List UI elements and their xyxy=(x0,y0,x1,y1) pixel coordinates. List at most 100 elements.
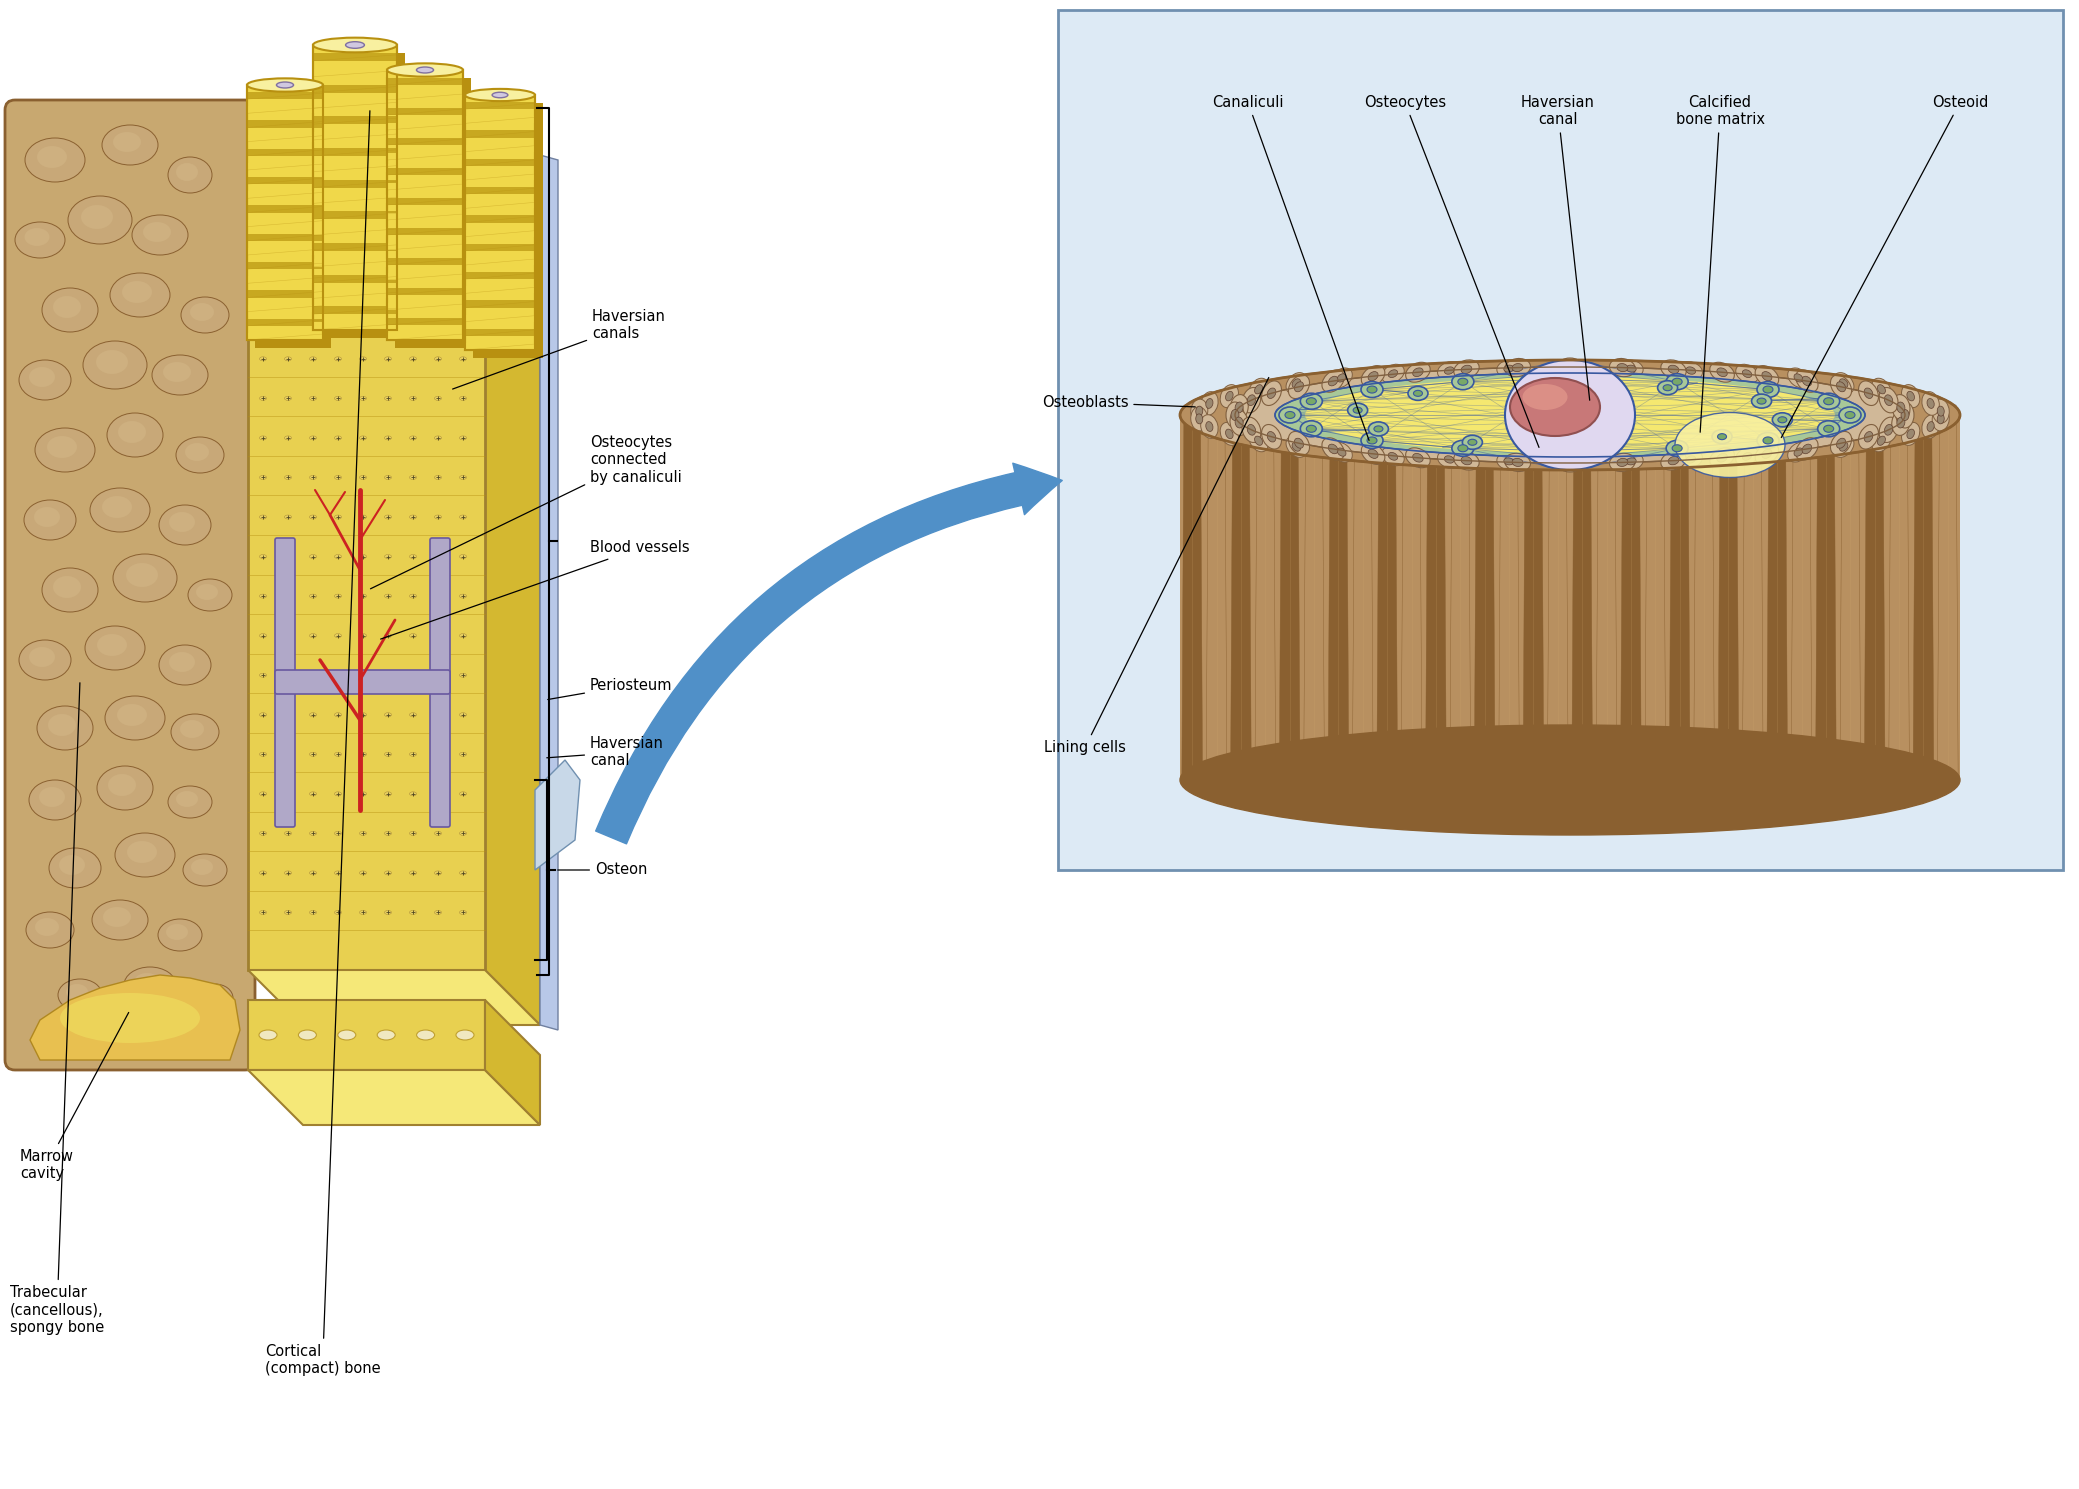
Ellipse shape xyxy=(1462,365,1472,374)
Ellipse shape xyxy=(459,554,466,558)
Ellipse shape xyxy=(1778,417,1786,423)
Ellipse shape xyxy=(1796,369,1817,392)
Ellipse shape xyxy=(335,396,341,401)
Ellipse shape xyxy=(1686,366,1696,374)
Ellipse shape xyxy=(410,357,416,360)
Ellipse shape xyxy=(285,198,291,203)
Ellipse shape xyxy=(385,238,391,243)
Polygon shape xyxy=(314,54,397,61)
FancyBboxPatch shape xyxy=(430,538,449,826)
Ellipse shape xyxy=(1249,430,1268,451)
Ellipse shape xyxy=(435,317,441,322)
Ellipse shape xyxy=(1268,389,1277,399)
Ellipse shape xyxy=(335,317,341,322)
Polygon shape xyxy=(314,274,397,283)
Ellipse shape xyxy=(1453,451,1478,471)
Ellipse shape xyxy=(1437,451,1462,469)
Ellipse shape xyxy=(1254,436,1262,445)
Polygon shape xyxy=(387,243,464,250)
Ellipse shape xyxy=(1565,459,1576,466)
Ellipse shape xyxy=(181,721,204,739)
Ellipse shape xyxy=(1830,375,1852,399)
Polygon shape xyxy=(314,243,397,250)
Ellipse shape xyxy=(285,673,291,677)
Polygon shape xyxy=(466,342,534,350)
Ellipse shape xyxy=(60,993,200,1042)
Ellipse shape xyxy=(1755,366,1780,387)
Ellipse shape xyxy=(1667,457,1680,465)
Ellipse shape xyxy=(37,146,67,168)
Polygon shape xyxy=(1792,405,1813,780)
Ellipse shape xyxy=(1565,459,1576,468)
Ellipse shape xyxy=(1657,381,1678,395)
Ellipse shape xyxy=(1763,436,1773,444)
Ellipse shape xyxy=(98,634,127,657)
Ellipse shape xyxy=(410,634,416,637)
Ellipse shape xyxy=(116,704,148,727)
Ellipse shape xyxy=(1462,457,1472,465)
Ellipse shape xyxy=(385,159,391,164)
Ellipse shape xyxy=(1788,442,1809,462)
Ellipse shape xyxy=(1337,374,1345,383)
Ellipse shape xyxy=(335,792,341,795)
Ellipse shape xyxy=(247,79,322,92)
Polygon shape xyxy=(247,969,541,1024)
Ellipse shape xyxy=(335,238,341,243)
Ellipse shape xyxy=(1709,448,1734,468)
Ellipse shape xyxy=(1900,409,1909,420)
Ellipse shape xyxy=(52,296,81,319)
Ellipse shape xyxy=(335,752,341,756)
Polygon shape xyxy=(466,131,534,137)
Ellipse shape xyxy=(410,752,416,756)
Polygon shape xyxy=(1620,405,1640,780)
Ellipse shape xyxy=(183,855,227,886)
Ellipse shape xyxy=(1711,430,1732,444)
Polygon shape xyxy=(466,95,534,350)
Ellipse shape xyxy=(360,554,366,558)
Ellipse shape xyxy=(360,119,366,124)
Ellipse shape xyxy=(260,159,266,164)
Ellipse shape xyxy=(1761,372,1771,381)
Ellipse shape xyxy=(285,357,291,360)
Polygon shape xyxy=(1474,405,1495,780)
Ellipse shape xyxy=(435,871,441,876)
Ellipse shape xyxy=(1268,432,1277,442)
Ellipse shape xyxy=(85,625,146,670)
Polygon shape xyxy=(314,322,397,331)
Ellipse shape xyxy=(1285,411,1295,418)
Polygon shape xyxy=(387,198,464,205)
Polygon shape xyxy=(466,144,534,152)
Ellipse shape xyxy=(459,159,466,164)
Ellipse shape xyxy=(459,436,466,439)
Ellipse shape xyxy=(1457,378,1468,386)
Ellipse shape xyxy=(1526,378,1547,392)
Ellipse shape xyxy=(1757,398,1765,404)
Ellipse shape xyxy=(1879,417,1898,442)
Ellipse shape xyxy=(285,317,291,322)
Ellipse shape xyxy=(410,278,416,281)
Polygon shape xyxy=(314,180,397,188)
Ellipse shape xyxy=(360,752,366,756)
Ellipse shape xyxy=(1347,404,1368,417)
Ellipse shape xyxy=(1451,374,1474,390)
Ellipse shape xyxy=(181,296,229,334)
Ellipse shape xyxy=(385,515,391,520)
Ellipse shape xyxy=(162,362,191,383)
Ellipse shape xyxy=(410,554,416,558)
Polygon shape xyxy=(387,258,464,265)
Ellipse shape xyxy=(1717,454,1728,462)
Ellipse shape xyxy=(385,475,391,479)
Text: Haversian
canal: Haversian canal xyxy=(1522,95,1595,401)
Ellipse shape xyxy=(335,198,341,203)
Polygon shape xyxy=(314,116,397,124)
Ellipse shape xyxy=(35,427,96,472)
Ellipse shape xyxy=(1665,374,1688,390)
Ellipse shape xyxy=(1235,402,1243,412)
Ellipse shape xyxy=(459,278,466,281)
Ellipse shape xyxy=(459,396,466,401)
Ellipse shape xyxy=(410,238,416,243)
Ellipse shape xyxy=(310,198,316,203)
Ellipse shape xyxy=(1407,386,1428,401)
Ellipse shape xyxy=(1802,377,1811,386)
Polygon shape xyxy=(1938,405,1958,780)
